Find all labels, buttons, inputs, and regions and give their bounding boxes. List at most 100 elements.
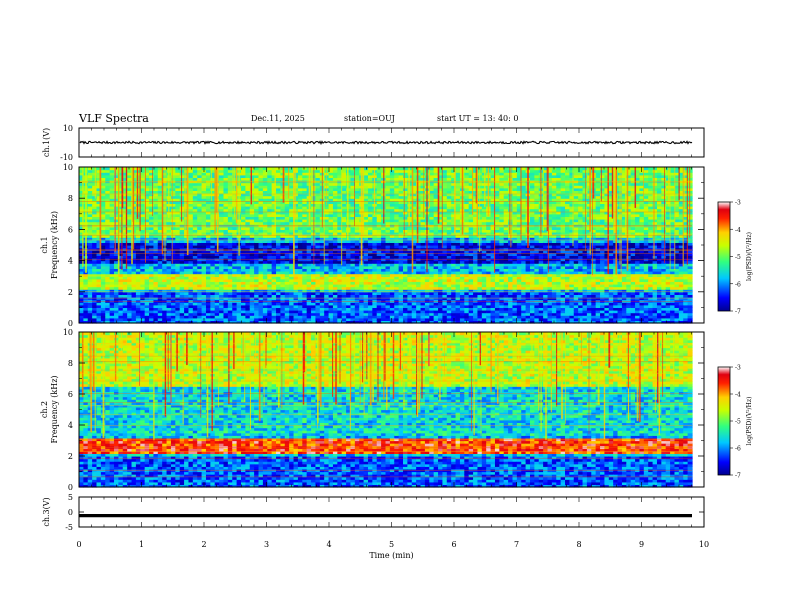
spectrogram-cell — [184, 294, 190, 298]
spectrogram-cell — [258, 268, 264, 272]
spectrogram-cell — [92, 237, 98, 241]
spectrogram-cell — [254, 307, 260, 311]
spectrogram-cell — [306, 242, 312, 246]
spectrogram-cell — [92, 169, 98, 173]
spectrogram-cell — [280, 291, 286, 295]
spectrogram-cell — [219, 304, 225, 308]
spectrogram-cell — [223, 198, 229, 202]
spectrogram-cell — [210, 213, 216, 217]
spectrogram-cell — [337, 182, 343, 186]
spectrogram-cell — [205, 187, 211, 191]
spectrogram-cell — [241, 271, 246, 275]
spectrogram-cell — [105, 281, 111, 285]
spectrogram-cell — [188, 208, 194, 212]
spectrogram-cell — [118, 213, 124, 217]
spectrogram-cell — [367, 234, 373, 238]
spectrogram-cell — [302, 169, 308, 173]
spectrogram-cell — [157, 315, 163, 319]
spectrogram-cell — [315, 198, 321, 202]
spectrogram-cell — [302, 208, 308, 212]
spectrogram-cell — [205, 193, 211, 197]
spectrogram-cell — [332, 281, 338, 285]
spectrogram-cell — [197, 265, 203, 269]
spectrogram-cell — [227, 284, 233, 288]
spectrogram-cell — [79, 187, 84, 191]
spectrogram-cell — [179, 320, 185, 324]
spectrogram-cell — [184, 195, 190, 199]
spectrogram-cell — [201, 252, 207, 256]
spectrogram-cell — [284, 263, 290, 267]
spectrogram-cell — [293, 278, 299, 282]
spectrogram-cell — [245, 221, 251, 225]
spectrogram-cell — [267, 167, 273, 171]
spectrogram-cell — [96, 252, 102, 256]
spectrogram-cell — [341, 172, 347, 176]
spectrogram-cell — [267, 317, 273, 321]
spectrogram-cell — [118, 315, 124, 319]
spectrogram-cell — [175, 315, 181, 319]
spectrogram-cell — [258, 182, 264, 186]
spectrogram-cell — [367, 317, 373, 321]
spectrogram-cell — [245, 307, 251, 311]
spectrogram-cell — [170, 167, 176, 171]
spectrogram-cell — [306, 234, 312, 238]
spectrogram-cell — [109, 312, 115, 316]
spectrogram-cell — [170, 265, 176, 269]
spectrogram-cell — [144, 271, 150, 275]
spectrogram-cell — [241, 297, 246, 301]
spectrogram-cell — [341, 206, 347, 210]
spectrogram-cell — [122, 252, 128, 256]
spectrogram-cell — [122, 302, 128, 306]
spectrogram-cell — [192, 224, 198, 228]
spectrogram-cell — [297, 289, 303, 293]
spectrogram-cell — [227, 315, 233, 319]
spectrogram-cell — [350, 263, 356, 267]
spectrogram-cell — [184, 237, 190, 241]
spectrogram-cell — [201, 172, 207, 176]
spectrogram-cell — [223, 242, 229, 246]
spectrogram-cell — [184, 213, 190, 217]
spectrogram-cell — [114, 286, 120, 290]
spectrogram-cell — [363, 245, 369, 249]
spectrogram-cell — [297, 216, 303, 220]
spectrogram-cell — [201, 200, 207, 204]
spectrogram-cell — [114, 211, 120, 215]
spectrogram-cell — [166, 320, 172, 324]
spectrogram-cell — [241, 193, 246, 197]
spectrogram-cell — [337, 302, 343, 306]
spectrogram-cell — [385, 195, 391, 199]
spectrogram-cell — [293, 284, 299, 288]
spectrogram-cell — [87, 312, 93, 316]
spectrogram-cell — [144, 229, 150, 233]
spectrogram-cell — [100, 302, 106, 306]
spectrogram-cell — [385, 291, 391, 295]
spectrogram-cell — [241, 312, 246, 316]
spectrogram-cell — [100, 234, 106, 238]
spectrogram-cell — [149, 304, 155, 308]
spectrogram-cell — [258, 265, 264, 269]
spectrogram-cell — [389, 299, 395, 303]
spectrogram-cell — [284, 216, 290, 220]
spectrogram-cell — [201, 245, 207, 249]
spectrogram-cell — [179, 310, 185, 314]
spectrogram-cell — [157, 229, 163, 233]
spectrogram-cell — [363, 193, 369, 197]
spectrogram-cell — [153, 221, 159, 225]
spectrogram-cell — [122, 193, 128, 197]
spectrogram-cell — [100, 281, 106, 285]
spectrogram-cell — [385, 237, 391, 241]
spectrogram-cell — [109, 320, 115, 324]
spectrogram-cell — [87, 263, 93, 267]
spectrogram-cell — [149, 229, 155, 233]
spectrogram-cell — [135, 234, 141, 238]
spectrogram-cell — [328, 193, 334, 197]
spectrogram-cell — [175, 268, 181, 272]
spectrogram-cell — [337, 289, 343, 293]
spectrogram-cell — [201, 284, 207, 288]
spectrogram-cell — [114, 216, 120, 220]
spectrogram-cell — [79, 232, 84, 236]
spectrogram-cell — [276, 276, 282, 280]
spectrogram-cell — [201, 265, 207, 269]
spectrogram-cell — [114, 302, 120, 306]
spectrogram-cell — [280, 216, 286, 220]
